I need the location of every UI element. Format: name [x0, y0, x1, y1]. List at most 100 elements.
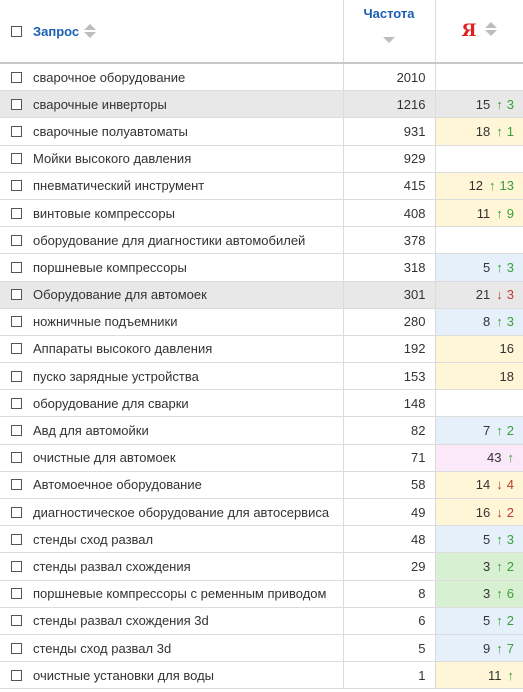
frequency-cell: 415	[343, 172, 435, 200]
row-checkbox[interactable]	[11, 533, 22, 545]
table-row[interactable]: оборудование для диагностики автомобилей…	[0, 226, 523, 255]
row-checkbox[interactable]	[11, 180, 22, 192]
row-checkbox[interactable]	[11, 425, 22, 437]
query-text: Мойки высокого давления	[33, 151, 192, 167]
frequency-cell: 82	[343, 416, 435, 445]
arrow-up-icon: ↑	[496, 531, 503, 547]
position-cell: 21 ↓ 3	[435, 281, 523, 309]
row-checkbox[interactable]	[11, 98, 22, 110]
position-cell: 12 ↑ 13	[435, 172, 523, 200]
position-cell: 3 ↑ 6	[435, 580, 523, 608]
table-row[interactable]: Оборудование для автомоек 301 21 ↓ 3	[0, 281, 523, 309]
position-cell: 15 ↑ 3	[435, 90, 523, 119]
row-checkbox[interactable]	[11, 560, 22, 572]
position-delta: 2	[506, 504, 514, 520]
position-delta: 4	[506, 477, 514, 493]
position-cell	[435, 226, 523, 255]
row-checkbox[interactable]	[11, 588, 22, 600]
query-text: сварочные инверторы	[33, 96, 167, 112]
row-checkbox[interactable]	[11, 506, 22, 518]
query-cell: стенды развал схождения 3d	[0, 607, 343, 635]
position-delta: 2	[506, 613, 514, 629]
row-checkbox[interactable]	[11, 669, 22, 681]
query-text: пуско зарядные устройства	[33, 368, 199, 384]
query-cell: сварочные инверторы	[0, 90, 343, 119]
query-text: очистные установки для воды	[33, 667, 215, 683]
row-checkbox[interactable]	[11, 234, 22, 246]
table-row[interactable]: диагностическое оборудование для автосер…	[0, 498, 523, 527]
table-row[interactable]: пневматический инструмент 415 12 ↑ 13	[0, 172, 523, 200]
table-row[interactable]: стенды развал схождения 29 3 ↑ 2	[0, 552, 523, 581]
sort-icon[interactable]	[485, 22, 498, 36]
query-text: поршневые компрессоры с ременным приводо…	[33, 586, 327, 602]
row-checkbox[interactable]	[11, 125, 22, 137]
arrow-up-icon: ↑	[507, 667, 515, 683]
query-text: Оборудование для автомоек	[33, 287, 207, 303]
table-row[interactable]: сварочное оборудование 2010	[0, 63, 523, 92]
select-all-checkbox[interactable]	[11, 25, 22, 37]
row-checkbox[interactable]	[11, 479, 22, 491]
position-cell: 5 ↑ 3	[435, 525, 523, 554]
table-row[interactable]: Аппараты высокого давления 192 16	[0, 335, 523, 364]
yandex-logo-icon[interactable]: Я	[461, 21, 477, 41]
arrow-up-icon: ↑	[496, 613, 503, 629]
frequency-cell: 1	[343, 661, 435, 690]
frequency-cell: 48	[343, 525, 435, 554]
arrow-up-icon: ↑	[496, 423, 503, 439]
sort-desc-icon[interactable]	[383, 37, 395, 43]
table-row[interactable]: очистные установки для воды 1 11 ↑	[0, 661, 523, 690]
row-checkbox[interactable]	[11, 71, 22, 83]
table-row[interactable]: стенды сход развал 48 5 ↑ 3	[0, 525, 523, 554]
row-checkbox[interactable]	[11, 615, 22, 627]
query-sort-link[interactable]: Запрос	[33, 23, 80, 39]
row-checkbox[interactable]	[11, 316, 22, 328]
table-row[interactable]: поршневые компрессоры с ременным приводо…	[0, 580, 523, 608]
table-row[interactable]: Авд для автомойки 82 7 ↑ 2	[0, 416, 523, 445]
table-row[interactable]: сварочные полуавтоматы 931 18 ↑ 1	[0, 117, 523, 146]
table-row[interactable]: ножничные подъемники 280 8 ↑ 3	[0, 308, 523, 336]
query-cell: ножничные подъемники	[0, 308, 343, 336]
query-text: винтовые компрессоры	[33, 205, 175, 221]
table-row[interactable]: стенды развал схождения 3d 6 5 ↑ 2	[0, 607, 523, 635]
query-text: стенды развал схождения	[33, 558, 191, 574]
row-checkbox[interactable]	[11, 642, 22, 654]
row-checkbox[interactable]	[11, 452, 22, 464]
row-checkbox[interactable]	[11, 397, 22, 409]
position-delta: 1	[506, 123, 514, 139]
position-delta: 2	[506, 423, 514, 439]
table-row[interactable]: пуско зарядные устройства 153 18	[0, 362, 523, 391]
row-checkbox[interactable]	[11, 289, 22, 301]
table-row[interactable]: стенды сход развал 3d 5 9 ↑ 7	[0, 634, 523, 663]
position-cell: 3 ↑ 2	[435, 552, 523, 581]
frequency-cell: 929	[343, 145, 435, 173]
position-cell: 43 ↑	[435, 444, 523, 472]
query-text: стенды развал схождения 3d	[33, 613, 209, 629]
position-cell: 7 ↑ 2	[435, 416, 523, 445]
frequency-cell: 5	[343, 634, 435, 663]
row-checkbox[interactable]	[11, 153, 22, 165]
row-checkbox[interactable]	[11, 207, 22, 219]
row-checkbox[interactable]	[11, 343, 22, 355]
position-cell: 5 ↑ 2	[435, 607, 523, 635]
position-value: 5	[483, 531, 491, 547]
position-value: 7	[483, 423, 491, 439]
table-row[interactable]: очистные для автомоек 71 43 ↑	[0, 444, 523, 472]
position-value: 18	[475, 123, 491, 139]
position-cell: 8 ↑ 3	[435, 308, 523, 336]
row-checkbox[interactable]	[11, 370, 22, 382]
position-cell: 16	[435, 335, 523, 364]
query-cell: винтовые компрессоры	[0, 199, 343, 228]
table-row[interactable]: Автомоечное оборудование 58 14 ↓ 4	[0, 471, 523, 500]
position-cell: 9 ↑ 7	[435, 634, 523, 663]
table-row[interactable]: поршневые компрессоры 318 5 ↑ 3	[0, 253, 523, 282]
table-row[interactable]: винтовые компрессоры 408 11 ↑ 9	[0, 199, 523, 228]
arrow-up-icon: ↑	[496, 314, 503, 330]
frequency-sort-link[interactable]: Частота	[363, 6, 415, 21]
sort-icon[interactable]	[84, 24, 97, 38]
row-checkbox[interactable]	[11, 261, 22, 273]
frequency-cell: 280	[343, 308, 435, 336]
table-row[interactable]: сварочные инверторы 1216 15 ↑ 3	[0, 90, 523, 119]
arrow-up-icon: ↑	[496, 558, 503, 574]
table-row[interactable]: Мойки высокого давления 929	[0, 145, 523, 173]
table-row[interactable]: оборудование для сварки 148	[0, 389, 523, 418]
